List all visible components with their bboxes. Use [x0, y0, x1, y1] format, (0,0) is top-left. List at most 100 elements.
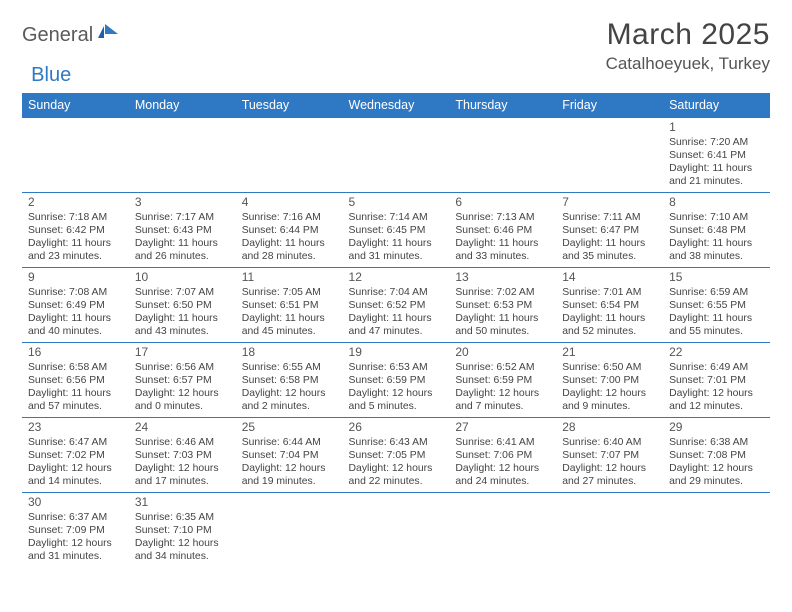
- sunrise-text: Sunrise: 7:20 AM: [669, 136, 764, 149]
- calendar-week-row: 23Sunrise: 6:47 AMSunset: 7:02 PMDayligh…: [22, 418, 770, 493]
- daylight-text: Daylight: 12 hours and 34 minutes.: [135, 537, 230, 563]
- calendar-day-cell: 12Sunrise: 7:04 AMSunset: 6:52 PMDayligh…: [343, 268, 450, 343]
- daylight-text: Daylight: 12 hours and 29 minutes.: [669, 462, 764, 488]
- daylight-text: Daylight: 12 hours and 24 minutes.: [455, 462, 550, 488]
- brand-part1: General: [22, 24, 93, 47]
- sunrise-text: Sunrise: 7:02 AM: [455, 286, 550, 299]
- daylight-text: Daylight: 12 hours and 5 minutes.: [349, 387, 444, 413]
- daylight-text: Daylight: 11 hours and 35 minutes.: [562, 237, 657, 263]
- daylight-text: Daylight: 12 hours and 31 minutes.: [28, 537, 123, 563]
- day-number: 23: [28, 420, 123, 435]
- sunset-text: Sunset: 6:53 PM: [455, 299, 550, 312]
- sunrise-text: Sunrise: 6:56 AM: [135, 361, 230, 374]
- sunset-text: Sunset: 6:59 PM: [455, 374, 550, 387]
- sunset-text: Sunset: 7:02 PM: [28, 449, 123, 462]
- calendar-day-cell: 24Sunrise: 6:46 AMSunset: 7:03 PMDayligh…: [129, 418, 236, 493]
- sunset-text: Sunset: 6:50 PM: [135, 299, 230, 312]
- daylight-text: Daylight: 11 hours and 45 minutes.: [242, 312, 337, 338]
- calendar-day-cell: 31Sunrise: 6:35 AMSunset: 7:10 PMDayligh…: [129, 493, 236, 568]
- sunset-text: Sunset: 7:00 PM: [562, 374, 657, 387]
- day-number: 12: [349, 270, 444, 285]
- sunrise-text: Sunrise: 6:40 AM: [562, 436, 657, 449]
- day-number: 7: [562, 195, 657, 210]
- day-number: 10: [135, 270, 230, 285]
- sunset-text: Sunset: 7:09 PM: [28, 524, 123, 537]
- sunset-text: Sunset: 7:01 PM: [669, 374, 764, 387]
- daylight-text: Daylight: 12 hours and 2 minutes.: [242, 387, 337, 413]
- day-number: 5: [349, 195, 444, 210]
- sunset-text: Sunset: 6:45 PM: [349, 224, 444, 237]
- sunset-text: Sunset: 7:07 PM: [562, 449, 657, 462]
- brand-logo: General: [22, 18, 122, 47]
- daylight-text: Daylight: 12 hours and 17 minutes.: [135, 462, 230, 488]
- day-number: 24: [135, 420, 230, 435]
- calendar-day-cell: [449, 118, 556, 193]
- sunrise-text: Sunrise: 7:16 AM: [242, 211, 337, 224]
- day-number: 26: [349, 420, 444, 435]
- day-number: 6: [455, 195, 550, 210]
- sunset-text: Sunset: 6:49 PM: [28, 299, 123, 312]
- day-number: 13: [455, 270, 550, 285]
- day-number: 30: [28, 495, 123, 510]
- calendar-day-cell: 18Sunrise: 6:55 AMSunset: 6:58 PMDayligh…: [236, 343, 343, 418]
- day-number: 29: [669, 420, 764, 435]
- day-number: 11: [242, 270, 337, 285]
- sunrise-text: Sunrise: 7:18 AM: [28, 211, 123, 224]
- sunset-text: Sunset: 7:08 PM: [669, 449, 764, 462]
- calendar-day-cell: [343, 118, 450, 193]
- daylight-text: Daylight: 12 hours and 19 minutes.: [242, 462, 337, 488]
- day-number: 4: [242, 195, 337, 210]
- sunrise-text: Sunrise: 6:44 AM: [242, 436, 337, 449]
- calendar-day-cell: [236, 118, 343, 193]
- day-header: Thursday: [449, 93, 556, 118]
- day-header-row: Sunday Monday Tuesday Wednesday Thursday…: [22, 93, 770, 118]
- day-number: 17: [135, 345, 230, 360]
- sunset-text: Sunset: 6:42 PM: [28, 224, 123, 237]
- daylight-text: Daylight: 12 hours and 7 minutes.: [455, 387, 550, 413]
- calendar-day-cell: 8Sunrise: 7:10 AMSunset: 6:48 PMDaylight…: [663, 193, 770, 268]
- sunrise-text: Sunrise: 6:50 AM: [562, 361, 657, 374]
- day-number: 3: [135, 195, 230, 210]
- month-title: March 2025: [606, 18, 770, 52]
- calendar-day-cell: [449, 493, 556, 568]
- calendar-day-cell: 4Sunrise: 7:16 AMSunset: 6:44 PMDaylight…: [236, 193, 343, 268]
- daylight-text: Daylight: 11 hours and 21 minutes.: [669, 162, 764, 188]
- calendar-day-cell: 29Sunrise: 6:38 AMSunset: 7:08 PMDayligh…: [663, 418, 770, 493]
- sunset-text: Sunset: 6:44 PM: [242, 224, 337, 237]
- day-number: 27: [455, 420, 550, 435]
- calendar-day-cell: [343, 493, 450, 568]
- sunrise-text: Sunrise: 7:17 AM: [135, 211, 230, 224]
- calendar-table: Sunday Monday Tuesday Wednesday Thursday…: [22, 93, 770, 567]
- day-number: 19: [349, 345, 444, 360]
- calendar-day-cell: 25Sunrise: 6:44 AMSunset: 7:04 PMDayligh…: [236, 418, 343, 493]
- day-number: 8: [669, 195, 764, 210]
- sunrise-text: Sunrise: 6:55 AM: [242, 361, 337, 374]
- calendar-day-cell: 19Sunrise: 6:53 AMSunset: 6:59 PMDayligh…: [343, 343, 450, 418]
- sunset-text: Sunset: 6:41 PM: [669, 149, 764, 162]
- day-header: Wednesday: [343, 93, 450, 118]
- sunset-text: Sunset: 6:56 PM: [28, 374, 123, 387]
- sunrise-text: Sunrise: 6:53 AM: [349, 361, 444, 374]
- calendar-week-row: 9Sunrise: 7:08 AMSunset: 6:49 PMDaylight…: [22, 268, 770, 343]
- calendar-day-cell: 10Sunrise: 7:07 AMSunset: 6:50 PMDayligh…: [129, 268, 236, 343]
- day-number: 1: [669, 120, 764, 135]
- daylight-text: Daylight: 11 hours and 52 minutes.: [562, 312, 657, 338]
- daylight-text: Daylight: 12 hours and 27 minutes.: [562, 462, 657, 488]
- calendar-day-cell: 11Sunrise: 7:05 AMSunset: 6:51 PMDayligh…: [236, 268, 343, 343]
- daylight-text: Daylight: 12 hours and 0 minutes.: [135, 387, 230, 413]
- day-header: Friday: [556, 93, 663, 118]
- calendar-day-cell: 26Sunrise: 6:43 AMSunset: 7:05 PMDayligh…: [343, 418, 450, 493]
- sunset-text: Sunset: 7:03 PM: [135, 449, 230, 462]
- calendar-day-cell: 22Sunrise: 6:49 AMSunset: 7:01 PMDayligh…: [663, 343, 770, 418]
- sunrise-text: Sunrise: 7:05 AM: [242, 286, 337, 299]
- calendar-day-cell: 17Sunrise: 6:56 AMSunset: 6:57 PMDayligh…: [129, 343, 236, 418]
- calendar-week-row: 1Sunrise: 7:20 AMSunset: 6:41 PMDaylight…: [22, 118, 770, 193]
- day-number: 15: [669, 270, 764, 285]
- day-header: Monday: [129, 93, 236, 118]
- flag-icon: [98, 24, 120, 47]
- sunset-text: Sunset: 6:55 PM: [669, 299, 764, 312]
- sunrise-text: Sunrise: 7:08 AM: [28, 286, 123, 299]
- calendar-day-cell: 1Sunrise: 7:20 AMSunset: 6:41 PMDaylight…: [663, 118, 770, 193]
- calendar-day-cell: 23Sunrise: 6:47 AMSunset: 7:02 PMDayligh…: [22, 418, 129, 493]
- daylight-text: Daylight: 11 hours and 33 minutes.: [455, 237, 550, 263]
